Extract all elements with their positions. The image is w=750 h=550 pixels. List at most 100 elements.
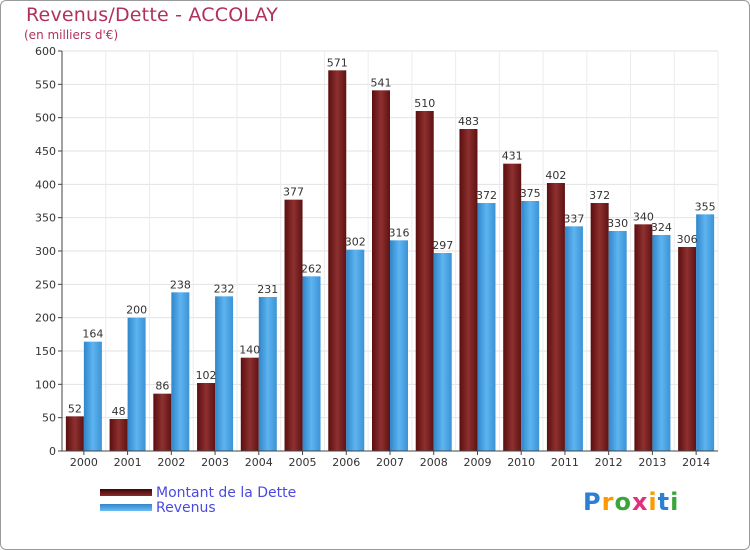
bar-dette-2005 [284,199,303,451]
bar-dette-2003 [197,383,216,451]
data-label-dette-2010: 431 [502,150,523,163]
y-tick-label: 400 [35,178,56,191]
y-tick-label: 150 [35,345,56,358]
x-tick-label-2010: 2010 [507,456,535,469]
data-label-dette-2012: 372 [589,189,610,202]
bar-revenus-2009 [477,203,496,451]
data-label-revenus-2000: 164 [82,328,103,341]
axes [58,50,718,455]
data-label-dette-2013: 340 [633,210,654,223]
bar-dette-2004 [240,357,259,451]
y-tick-label: 50 [42,412,56,425]
x-tick-label-2000: 2000 [70,456,98,469]
bar-dette-2013 [634,224,653,451]
bar-revenus-2005 [302,276,321,451]
y-tick-label: 500 [35,112,56,125]
x-tick-label-2012: 2012 [595,456,623,469]
bar-dette-2002 [153,393,172,451]
legend-swatch-dette [100,489,152,496]
logo-letter: o [614,488,632,516]
data-label-dette-2000: 52 [68,402,82,415]
data-label-dette-2008: 510 [414,97,435,110]
y-tick-label: 0 [49,445,56,458]
data-label-revenus-2009: 372 [476,189,497,202]
data-label-revenus-2003: 232 [214,282,235,295]
data-label-dette-2006: 571 [327,56,348,69]
bar-revenus-2013 [652,235,671,451]
bar-revenus-2006 [346,249,365,451]
x-tick-label-2008: 2008 [420,456,448,469]
bar-revenus-2003 [215,296,234,451]
x-tick-label-2005: 2005 [289,456,317,469]
legend-swatch-revenus [100,504,152,511]
bar-revenus-2008 [433,253,452,451]
logo-letter: i [670,488,680,516]
data-label-dette-2005: 377 [283,186,304,199]
y-tick-label: 300 [35,245,56,258]
bar-dette-2012 [590,203,609,451]
data-label-revenus-2002: 238 [170,278,191,291]
labels: 0 50 100 150 200 250 300 350 400 450 500 550 600 52 16… [35,45,716,469]
x-tick-label-2001: 2001 [114,456,142,469]
x-tick-label-2003: 2003 [201,456,229,469]
data-label-revenus-2014: 355 [695,200,716,213]
bar-dette-2000 [65,416,84,451]
data-label-revenus-2005: 262 [301,262,322,275]
logo-letter: P [583,488,602,516]
bar-revenus-2010 [521,201,540,451]
data-label-revenus-2007: 316 [389,226,410,239]
data-label-dette-2014: 306 [677,233,698,246]
bar-revenus-2001 [127,317,146,451]
x-tick-label-2006: 2006 [332,456,360,469]
data-label-revenus-2006: 302 [345,236,366,249]
bar-dette-2008 [415,111,434,451]
x-tick-label-2009: 2009 [463,456,491,469]
data-label-revenus-2001: 200 [126,304,147,317]
data-label-dette-2002: 86 [155,380,169,393]
x-tick-label-2007: 2007 [376,456,404,469]
x-tick-label-2014: 2014 [682,456,710,469]
data-label-dette-2003: 102 [196,369,217,382]
y-tick-label: 350 [35,212,56,225]
data-label-revenus-2011: 337 [563,212,584,225]
y-tick-label: 600 [35,45,56,58]
x-tick-label-2002: 2002 [157,456,185,469]
data-label-revenus-2012: 330 [607,217,628,230]
bar-revenus-2014 [696,214,715,451]
y-tick-label: 250 [35,278,56,291]
logo-letter: i [648,488,658,516]
legend-label-revenus: Revenus [156,500,216,516]
y-tick-label: 200 [35,312,56,325]
chart-subtitle: (en milliers d'€) [24,28,119,42]
proxiti-logo: Proxiti [583,488,679,516]
bar-dette-2010 [503,163,522,451]
legend-label-dette: Montant de la Dette [156,485,297,501]
bar-dette-2007 [372,90,390,451]
data-label-dette-2011: 402 [545,169,566,182]
bar-dette-2014 [678,247,697,451]
data-label-revenus-2008: 297 [432,239,453,252]
data-label-dette-2001: 48 [112,405,126,418]
chart-title: Revenus/Dette - ACCOLAY [26,4,279,26]
bar-revenus-2002 [171,292,190,451]
logo-letter: t [657,488,671,516]
bar-revenus-2000 [83,341,102,451]
bar-revenus-2012 [608,231,627,451]
y-tick-label: 100 [35,378,56,391]
data-label-revenus-2010: 375 [520,187,541,200]
bars [65,70,715,451]
bar-revenus-2007 [390,240,408,451]
bar-dette-2011 [546,183,565,451]
y-tick-label: 450 [35,145,56,158]
data-label-dette-2007: 541 [371,76,392,89]
x-tick-label-2004: 2004 [245,456,273,469]
bar-revenus-2004 [258,297,277,451]
data-label-dette-2004: 140 [239,344,260,357]
logo-letter: r [601,488,615,516]
bar-dette-2006 [328,70,347,451]
x-tick-label-2013: 2013 [638,456,666,469]
data-label-revenus-2013: 324 [651,221,672,234]
bar-revenus-2011 [564,226,583,451]
bar-dette-2009 [459,129,478,451]
